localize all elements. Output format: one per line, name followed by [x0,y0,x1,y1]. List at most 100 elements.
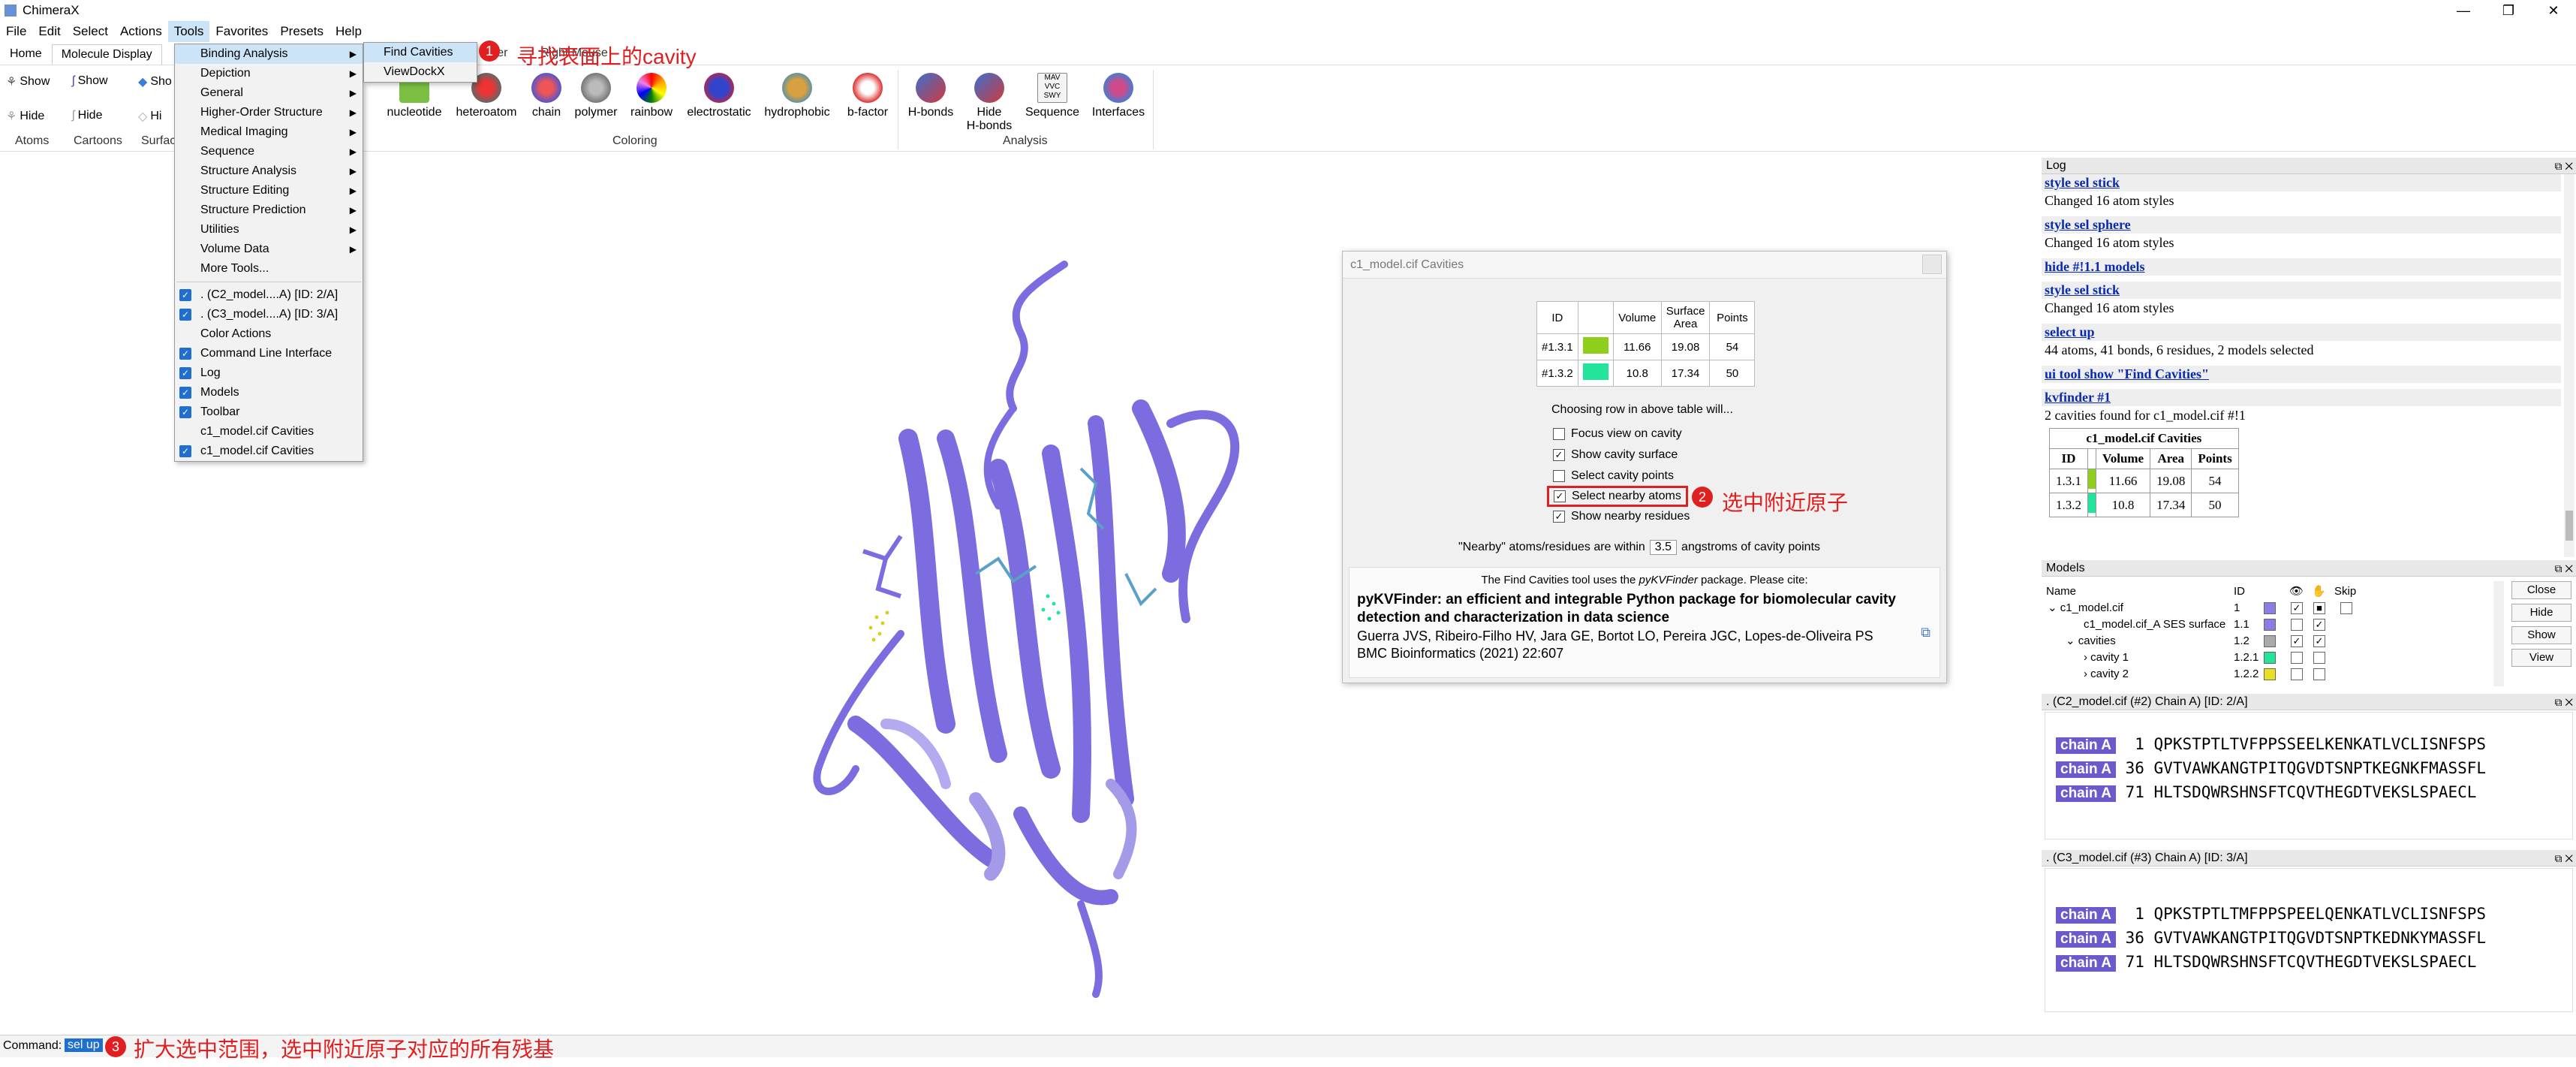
table-row[interactable]: #1.3.2 10.8 17.34 50 [1536,360,1756,387]
minimize-button[interactable]: — [2457,3,2470,18]
model-row[interactable]: › cavity 1 [2084,651,2129,664]
color-electrostatic-button[interactable]: electrostatic [682,73,757,119]
menu-item-command-line[interactable]: ✓ Command Line Interface [175,344,363,363]
menu-item-utilities[interactable]: Utilities ▶ [175,220,363,240]
panel-float-close-icon[interactable]: ⧉ ✕ [2554,696,2573,708]
show-model-button[interactable]: Show [2511,626,2571,644]
model-color-swatch[interactable] [2264,635,2276,647]
menu-tools[interactable]: Tools [167,21,210,42]
tab-right-mouse[interactable]: Right Mouse [540,47,608,59]
log-command[interactable]: ui tool show "Find Cavities" [2042,366,2561,383]
color-heteroatom-button[interactable]: heteroatom [449,73,524,119]
menu-help[interactable]: Help [335,24,362,38]
seq1-viewer[interactable]: chain A 1 QPKSTPTLTVFPPSSEELKENKATLVCLIS… [2045,712,2573,839]
view-model-button[interactable]: View [2511,649,2571,667]
log-command[interactable]: select up [2042,324,2561,341]
menu-item-structure-editing[interactable]: Structure Editing ▶ [175,181,363,200]
model-row[interactable]: ⌄ c1_model.cif [2048,601,2123,614]
model-color-swatch[interactable] [2264,602,2276,614]
command-input[interactable]: sel up [65,1038,103,1052]
model-select-checkbox[interactable] [2313,668,2325,680]
log-command[interactable]: style sel stick [2042,174,2561,191]
menu-item-depiction[interactable]: Depiction ▶ [175,64,363,83]
menu-select[interactable]: Select [72,24,108,38]
color-chain-button[interactable]: chain [509,73,584,119]
color-hydrophobic-button[interactable]: hydrophobic [760,73,835,119]
menu-favorites[interactable]: Favorites [215,24,269,38]
sequence-button[interactable]: MAV VVC SWY Sequence [1025,73,1080,119]
menu-item-higher-order-structure[interactable]: Higher-Order Structure ▶ [175,103,363,122]
tab-molecule-display[interactable]: Molecule Display [51,44,162,65]
menu-item-general[interactable]: General ▶ [175,83,363,103]
menu-item-log[interactable]: ✓ Log [175,363,363,383]
menu-item-color-actions[interactable]: Color Actions [200,327,272,340]
copy-citation-icon[interactable]: ⧉ [1921,625,1930,640]
model-select-checkbox[interactable]: ■ [2313,602,2325,614]
menu-item-sequence[interactable]: Sequence ▶ [175,142,363,161]
menu-item-find-cavities[interactable]: Find Cavities [364,43,477,62]
tab-home[interactable]: Home [10,47,42,60]
dialog-close-button[interactable] [1922,255,1942,274]
menu-item-cavities-1[interactable]: c1_model.cif Cavities [200,425,314,438]
menu-actions[interactable]: Actions [119,24,162,38]
model-shown-checkbox[interactable] [2291,652,2303,664]
show-nearby-residues-checkbox[interactable]: ✓ Show nearby residues [1553,510,1690,523]
model-shown-checkbox[interactable]: ✓ [2291,635,2303,647]
menu-item-toolbar[interactable]: ✓ Toolbar [175,402,363,422]
model-select-checkbox[interactable] [2313,652,2325,664]
models-scrollbar[interactable] [2493,581,2504,686]
hide-model-button[interactable]: Hide [2511,604,2571,622]
log-command[interactable]: style sel sphere [2042,216,2561,234]
menu-item-cavities-2[interactable]: ✓ c1_model.cif Cavities [175,442,363,461]
model-row[interactable]: ⌄ cavities [2066,634,2116,647]
model-row[interactable]: › cavity 2 [2084,668,2129,680]
menu-item-c3-model[interactable]: ✓. (C3_model....A) [ID: 3/A] [175,305,363,324]
menu-item-structure-prediction[interactable]: Structure Prediction ▶ [175,200,363,220]
atoms-hide-button[interactable]: ⚘ Hide [6,110,45,123]
model-color-swatch[interactable] [2264,619,2276,631]
hbonds-button[interactable]: H-bonds [893,73,968,119]
model-select-checkbox[interactable]: ✓ [2313,635,2325,647]
color-rainbow-button[interactable]: rainbow [614,73,689,119]
model-shown-checkbox[interactable] [2291,668,2303,680]
hide-hbonds-button[interactable]: Hide H-bonds [952,73,1027,133]
cartoons-show-button[interactable]: ʃ Show [72,74,108,87]
cavity-color-swatch[interactable] [1582,363,1608,380]
menu-item-c2-model[interactable]: ✓. (C2_model....A) [ID: 2/A] [175,285,363,305]
close-window-button[interactable]: ✕ [2547,3,2559,18]
menu-item-models[interactable]: ✓ Models [175,383,363,402]
cartoons-hide-button[interactable]: ʃ Hide [72,109,103,122]
model-row[interactable]: c1_model.cif_A SES surface [2084,618,2226,631]
select-nearby-atoms-checkbox[interactable]: ✓ Select nearby atoms [1547,486,1688,507]
model-color-swatch[interactable] [2264,652,2276,664]
surfaces-hide-button[interactable]: ◇ Hi [138,110,162,123]
select-points-checkbox[interactable]: Select cavity points [1553,469,1674,483]
menu-item-structure-analysis[interactable]: Structure Analysis ▶ [175,161,363,181]
menu-presets[interactable]: Presets [280,24,324,38]
panel-float-close-icon[interactable]: ⧉ ✕ [2554,160,2573,172]
model-color-swatch[interactable] [2264,668,2276,680]
menu-item-binding-analysis[interactable]: Binding Analysis ▶ [175,44,363,64]
show-surface-checkbox[interactable]: ✓ Show cavity surface [1553,448,1678,462]
panel-float-close-icon[interactable]: ⧉ ✕ [2554,852,2573,864]
menu-item-volume-data[interactable]: Volume Data ▶ [175,240,363,259]
surfaces-show-button[interactable]: ◆ Sho [138,75,172,89]
color-polymer-button[interactable]: polymer [558,73,633,119]
panel-float-close-icon[interactable]: ⧉ ✕ [2554,562,2573,574]
color-bfactor-button[interactable]: b-factor [830,73,905,119]
model-shown-checkbox[interactable]: ✓ [2291,602,2303,614]
nearby-distance-input[interactable]: 3.5 [1649,540,1678,555]
log-command[interactable]: kvfinder #1 [2042,389,2561,406]
menu-item-more-tools[interactable]: More Tools... [200,262,269,275]
log-command[interactable]: hide #!1.1 models [2042,258,2561,276]
log-scrollbar[interactable] [2564,174,2574,557]
close-model-button[interactable]: Close [2511,581,2571,599]
table-row[interactable]: #1.3.1 11.66 19.08 54 [1536,333,1756,360]
interfaces-button[interactable]: Interfaces [1081,73,1156,119]
focus-view-checkbox[interactable]: Focus view on cavity [1553,427,1682,441]
seq2-viewer[interactable]: chain A 1 QPKSTPTLTMFPPSPEELQENKATLVCLIS… [2045,868,2573,1012]
model-skip-checkbox[interactable] [2340,602,2352,614]
menu-edit[interactable]: Edit [38,24,61,38]
model-select-checkbox[interactable]: ✓ [2313,619,2325,631]
model-shown-checkbox[interactable] [2291,619,2303,631]
